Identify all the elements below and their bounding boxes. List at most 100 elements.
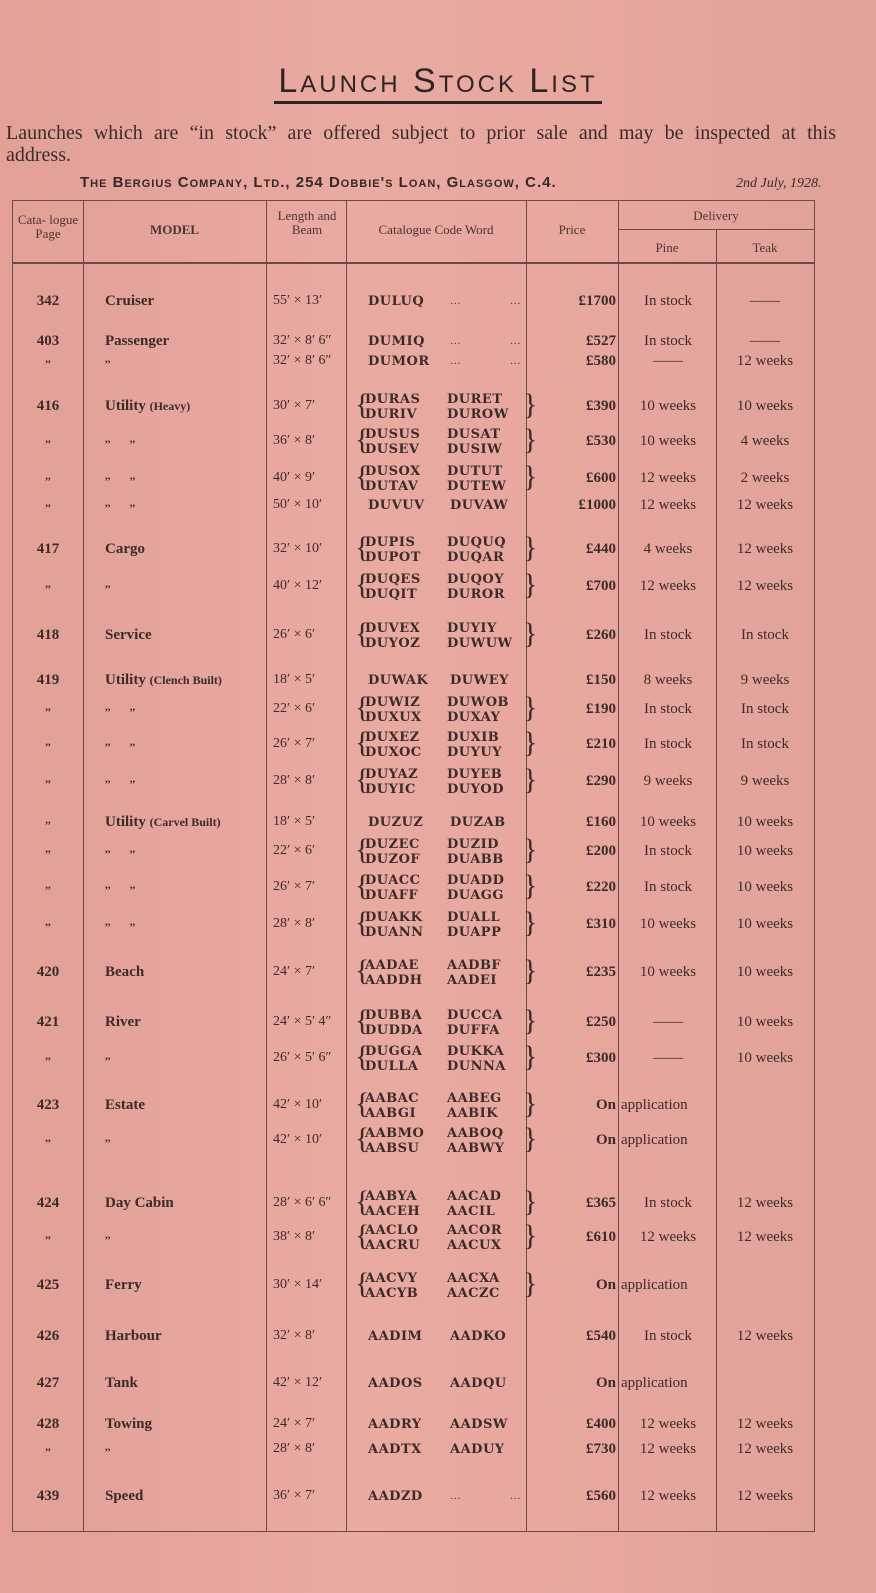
code-line: DUWIZ DUWOB — [365, 695, 529, 710]
code-line: DULLA DUNNA — [365, 1059, 529, 1074]
length-beam: 26′ × 7′ — [273, 736, 316, 751]
price: £527 — [586, 333, 616, 349]
delivery-pine: 12 weeks — [639, 1229, 697, 1245]
price: £400 — [586, 1416, 616, 1432]
code-word: AADOS — [368, 1376, 423, 1391]
length-beam: 32′ × 8′ — [273, 1328, 316, 1343]
code-words: DUBBA DUCCA DUDDA DUFFA {} — [355, 1006, 537, 1039]
code-line: DUAFF DUAGG — [365, 888, 529, 903]
code-word: DUYUY — [447, 745, 503, 760]
model-label: Utility — [105, 398, 146, 414]
model-name: Harbour — [105, 1328, 162, 1345]
code-words: AADAE AADBF AADDH AADEI {} — [355, 956, 537, 989]
length-beam: 40′ × 9′ — [273, 470, 316, 485]
code-line: DUQES DUQOY — [365, 572, 529, 587]
model-label: Utility — [105, 672, 146, 688]
title-text: Launch Stock List — [274, 62, 602, 104]
delivery-teak: 2 weeks — [740, 470, 790, 486]
catalogue-page: 439 — [36, 1488, 60, 1504]
model-name: River — [105, 1014, 141, 1031]
model-label: ,, — [105, 1050, 111, 1062]
code-line: DUMOR...... — [368, 354, 570, 369]
code-word: AABAC — [365, 1091, 420, 1106]
model-label: ,, — [105, 1441, 111, 1453]
delivery-pine: 12 weeks — [639, 497, 697, 513]
brace-left: { — [355, 1004, 370, 1037]
code-word: DUXIB — [447, 730, 500, 745]
length-beam: 26′ × 5′ 6″ — [273, 1050, 332, 1065]
code-word: DUZAB — [450, 815, 506, 830]
code-word: DUFFA — [447, 1023, 500, 1038]
price: £530 — [586, 433, 616, 449]
code-word: DURIV — [365, 407, 418, 422]
delivery-pine: In stock — [644, 1328, 692, 1344]
price: £580 — [586, 353, 616, 369]
model-label: ,, ,, — [105, 916, 136, 928]
model-name: ,, ,, — [105, 773, 135, 785]
price: £300 — [586, 1050, 616, 1066]
code-word: ... — [510, 1491, 522, 1502]
code-word: DUZID — [447, 837, 499, 852]
price: £390 — [586, 398, 616, 414]
delivery-pine: 10 weeks — [639, 964, 697, 980]
price: £730 — [586, 1441, 616, 1457]
code-line: DUSOX DUTUT — [365, 464, 529, 479]
code-word: ... — [450, 1491, 462, 1502]
model-label: ,, — [105, 353, 111, 365]
code-word: AADEI — [447, 973, 497, 988]
delivery-pine: 9 weeks — [643, 773, 693, 789]
model-name: Utility (Clench Built) — [105, 672, 222, 689]
code-word: DUDDA — [365, 1023, 423, 1038]
code-words: DUZEC DUZID DUZOF DUABB {} — [355, 835, 537, 868]
brace-right: } — [523, 1219, 538, 1252]
price: £150 — [586, 672, 616, 688]
price: £160 — [586, 814, 616, 830]
code-word: DUZUZ — [368, 815, 424, 830]
catalogue-page: 342 — [36, 293, 60, 309]
delivery-pine: In stock — [644, 293, 692, 309]
catalogue-page: 421 — [36, 1014, 60, 1030]
delivery-teak: 10 weeks — [736, 879, 794, 895]
length-beam: 28′ × 8′ — [273, 773, 316, 788]
code-word: DUAFF — [365, 888, 419, 903]
delivery-teak: 12 weeks — [736, 1441, 794, 1457]
catalogue-page: 423 — [36, 1097, 60, 1113]
length-beam: 24′ × 5′ 4″ — [273, 1014, 332, 1029]
brace-right: } — [523, 388, 538, 421]
code-line: DUVUV DUVAW — [368, 498, 532, 513]
delivery-pine: 12 weeks — [639, 1441, 697, 1457]
code-line: AADZD...... — [368, 1489, 570, 1504]
header-length: Length and Beam — [277, 208, 337, 237]
catalogue-page: ,, — [45, 433, 51, 445]
delivery-pine: 10 weeks — [639, 433, 697, 449]
price: On — [595, 1277, 616, 1293]
code-line: DUSUS DUSAT — [365, 427, 529, 442]
brace-left: { — [355, 568, 370, 601]
code-word: DUVUV — [368, 498, 425, 513]
model-name: Passenger — [105, 333, 169, 350]
delivery-pine: application — [621, 1097, 688, 1113]
price: £290 — [586, 773, 616, 789]
model-label: ,, — [105, 1132, 111, 1144]
code-line: DUZEC DUZID — [365, 837, 529, 852]
model-label: ,, — [105, 1229, 111, 1241]
model-name: ,, — [105, 1229, 111, 1241]
model-name: ,, ,, — [105, 470, 135, 482]
brace-right: } — [523, 906, 538, 939]
model-name: Cruiser — [105, 293, 154, 310]
page-title: Launch Stock List — [0, 62, 876, 104]
catalogue-page: ,, — [45, 701, 51, 713]
brace-right: } — [523, 423, 538, 456]
price: £610 — [586, 1229, 616, 1245]
brace-right: } — [523, 460, 538, 493]
brace-right: } — [523, 568, 538, 601]
code-word: AACOR — [447, 1223, 503, 1238]
delivery-teak: 10 weeks — [736, 843, 794, 859]
length-beam: 40′ × 12′ — [273, 578, 323, 593]
code-word: DURET — [447, 392, 503, 407]
header-delivery: Delivery — [693, 208, 739, 223]
code-word: DUABB — [447, 852, 504, 867]
length-beam: 22′ × 6′ — [273, 843, 316, 858]
catalogue-page: 428 — [36, 1416, 60, 1432]
code-word: AADIM — [368, 1329, 423, 1344]
